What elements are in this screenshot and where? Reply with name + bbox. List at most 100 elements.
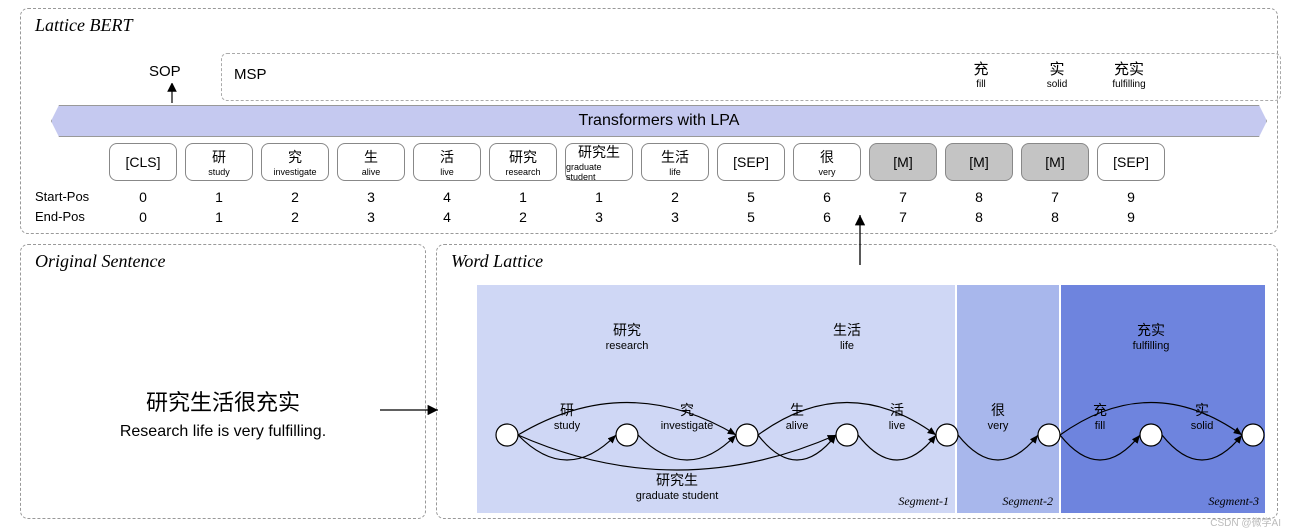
lattice-node <box>1038 424 1060 446</box>
original-title: Original Sentence <box>35 251 165 272</box>
start-pos-value: 3 <box>337 189 405 205</box>
end-pos-value: 3 <box>641 209 709 225</box>
end-pos-value: 2 <box>489 209 557 225</box>
svg-text:生: 生 <box>790 402 804 418</box>
svg-text:solid: solid <box>1191 420 1214 432</box>
lattice-edge-label: 生 alive <box>786 402 809 432</box>
lattice-edge <box>858 435 936 460</box>
end-pos-value: 9 <box>1097 209 1165 225</box>
lattice-edge <box>518 435 836 470</box>
token-row: [CLS]研study究investigate生alive活live研究rese… <box>109 143 1165 181</box>
svg-text:很: 很 <box>991 402 1005 418</box>
lattice-node <box>616 424 638 446</box>
svg-text:live: live <box>889 420 906 432</box>
start-pos-value: 4 <box>413 189 481 205</box>
token: 研study <box>185 143 253 181</box>
svg-text:life: life <box>840 340 854 352</box>
end-pos-value: 7 <box>869 209 937 225</box>
start-pos-value: 9 <box>1097 189 1165 205</box>
start-pos-value: 0 <box>109 189 177 205</box>
lattice-edge <box>1162 435 1242 460</box>
lattice-edge <box>638 435 736 460</box>
end-pos-value: 2 <box>261 209 329 225</box>
start-pos-label: Start-Pos <box>35 189 89 204</box>
start-pos-value: 6 <box>793 189 861 205</box>
lpa-label: Transformers with LPA <box>579 112 740 130</box>
end-pos-value: 4 <box>413 209 481 225</box>
start-pos-value: 1 <box>185 189 253 205</box>
lattice-edge-label: 充 fill <box>1093 402 1107 432</box>
lattice-node <box>1242 424 1264 446</box>
lattice-edge <box>518 435 616 460</box>
arrow-original-to-lattice-icon <box>378 400 448 420</box>
token: 生活life <box>641 143 709 181</box>
start-pos-value: 7 <box>869 189 937 205</box>
svg-text:实: 实 <box>1195 402 1209 418</box>
lattice-node <box>496 424 518 446</box>
token: [M] <box>1021 143 1089 181</box>
svg-text:investigate: investigate <box>661 420 714 432</box>
lattice-node <box>736 424 758 446</box>
svg-text:究: 究 <box>680 402 694 418</box>
svg-text:study: study <box>554 420 581 432</box>
end-pos-value: 3 <box>337 209 405 225</box>
token: [M] <box>945 143 1013 181</box>
lattice-edge <box>1060 435 1140 460</box>
svg-text:研: 研 <box>560 402 574 418</box>
end-pos-value: 0 <box>109 209 177 225</box>
start-pos-value: 7 <box>1021 189 1089 205</box>
svg-text:very: very <box>988 420 1009 432</box>
lattice-edge-label: 活 live <box>889 402 906 432</box>
lattice-edge-label: 很 very <box>988 402 1009 432</box>
lattice-bert-panel: Lattice BERT SOP MSP 充fill实solid充实fulfil… <box>20 8 1278 234</box>
start-pos-value: 8 <box>945 189 1013 205</box>
original-english: Research life is very fulfilling. <box>21 423 425 441</box>
lattice-graph: 研study究investigate研究research研究生graduate … <box>477 285 1265 513</box>
svg-text:graduate student: graduate student <box>636 490 719 502</box>
end-pos-value: 3 <box>565 209 633 225</box>
word-lattice-panel: Word Lattice Segment-1 Segment-2 Segment… <box>436 244 1278 519</box>
msp-panel: MSP 充fill实solid充实fulfilling <box>221 53 1281 101</box>
msp-label: MSP <box>234 66 267 83</box>
lattice-edge-label: 研 study <box>554 402 581 432</box>
token: [SEP] <box>1097 143 1165 181</box>
lattice-bert-title: Lattice BERT <box>35 15 133 36</box>
start-pos-value: 1 <box>489 189 557 205</box>
lattice-edge-label: 充实fulfilling <box>1133 322 1170 352</box>
lattice-edge-label: 生活 life <box>833 322 861 352</box>
watermark: CSDN @微学AI <box>1210 514 1281 529</box>
svg-text:充实: 充实 <box>1137 322 1165 338</box>
token: 研究research <box>489 143 557 181</box>
word-lattice-title: Word Lattice <box>451 251 543 272</box>
token: 活live <box>413 143 481 181</box>
token: 很very <box>793 143 861 181</box>
end-pos-row: 01234233567889 <box>109 209 1165 225</box>
lattice-node <box>936 424 958 446</box>
token: 究investigate <box>261 143 329 181</box>
msp-target: 充fill <box>946 58 1016 90</box>
lattice-edge-label: 研究生graduate student <box>636 472 719 502</box>
svg-text:研究: 研究 <box>613 322 641 338</box>
svg-text:充: 充 <box>1093 402 1107 418</box>
lattice-edge <box>758 435 836 460</box>
svg-text:活: 活 <box>890 402 904 418</box>
original-text: 研究生活很充实 Research life is very fulfilling… <box>21 385 425 441</box>
start-pos-value: 5 <box>717 189 785 205</box>
end-pos-value: 8 <box>945 209 1013 225</box>
start-pos-value: 2 <box>641 189 709 205</box>
svg-text:生活: 生活 <box>833 322 861 338</box>
sop-label: SOP <box>149 63 181 80</box>
original-chinese: 研究生活很充实 <box>21 385 425 417</box>
lattice-node <box>836 424 858 446</box>
svg-text:fill: fill <box>1095 420 1105 432</box>
end-pos-value: 5 <box>717 209 785 225</box>
token: 生alive <box>337 143 405 181</box>
start-pos-value: 1 <box>565 189 633 205</box>
sop-arrow-icon <box>163 83 181 105</box>
msp-target: 充实fulfilling <box>1094 58 1164 90</box>
token: 研究生graduate student <box>565 143 633 181</box>
svg-text:alive: alive <box>786 420 809 432</box>
lpa-bar: Transformers with LPA <box>51 105 1267 137</box>
token: [SEP] <box>717 143 785 181</box>
token: [M] <box>869 143 937 181</box>
